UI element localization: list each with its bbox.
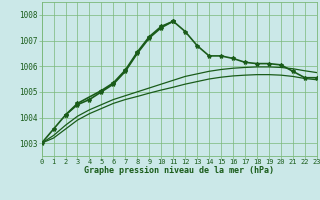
X-axis label: Graphe pression niveau de la mer (hPa): Graphe pression niveau de la mer (hPa) xyxy=(84,166,274,175)
